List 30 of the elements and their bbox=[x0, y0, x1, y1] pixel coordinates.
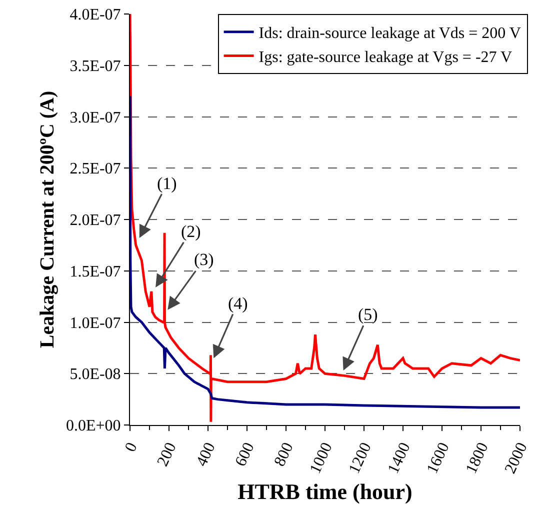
annotation: (3) bbox=[194, 250, 214, 269]
annotation: (5) bbox=[358, 305, 378, 324]
x-tick-label: 1600 bbox=[424, 440, 453, 476]
x-tick-label: 1400 bbox=[384, 440, 414, 476]
line-series bbox=[130, 94, 520, 409]
x-tick-label: 200 bbox=[154, 440, 180, 470]
y-tick-label: 5.0E-08 bbox=[70, 366, 121, 384]
x-tick-label: 800 bbox=[271, 440, 297, 470]
x-tick-label: 2000 bbox=[502, 440, 531, 476]
x-tick-label: 400 bbox=[193, 440, 219, 470]
y-tick-label: 0.0E+00 bbox=[66, 418, 121, 435]
y-tick-label: 2.0E-07 bbox=[70, 212, 121, 230]
annotation: (4) bbox=[228, 294, 248, 313]
x-tick-label: 1200 bbox=[346, 440, 375, 476]
y-tick-label: 3.5E-07 bbox=[70, 58, 121, 75]
y-tick-label: 1.0E-07 bbox=[70, 314, 121, 332]
y-axis-title: Leakage Current at 200ºC (A) bbox=[36, 90, 59, 348]
x-tick-label: 0 bbox=[122, 440, 141, 455]
x-tick-label: 1000 bbox=[306, 440, 336, 476]
x-tick-label: 1800 bbox=[462, 440, 492, 476]
annotation: (2) bbox=[181, 222, 201, 241]
annotation: (1) bbox=[157, 174, 177, 193]
legend-label: Igs: gate-source leakage at Vgs = -27 V bbox=[258, 48, 512, 66]
legend-label: Ids: drain-source leakage at Vds = 200 V bbox=[258, 25, 522, 42]
y-tick-label: 3.0E-07 bbox=[70, 109, 121, 126]
x-axis-title: HTRB time (hour) bbox=[238, 479, 412, 504]
y-tick-label: 1.5E-07 bbox=[70, 263, 121, 280]
y-tick-label: 4.0E-07 bbox=[70, 6, 121, 24]
y-tick-label: 2.5E-07 bbox=[70, 160, 121, 178]
x-tick-label: 600 bbox=[232, 440, 258, 470]
